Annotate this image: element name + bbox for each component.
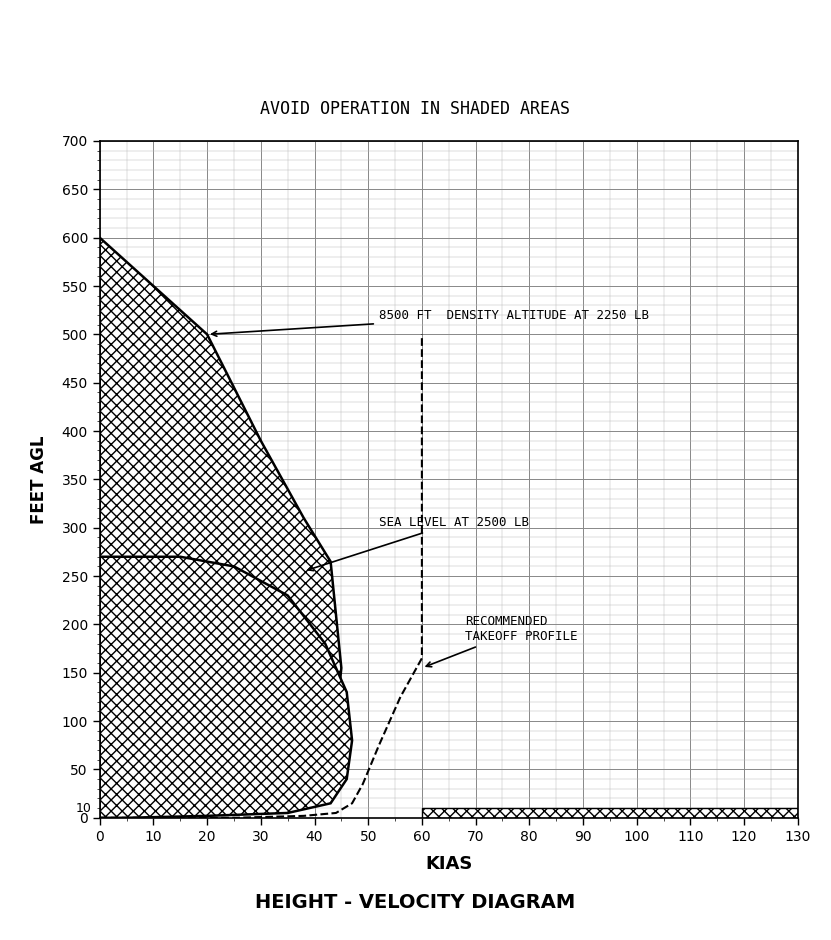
Text: 8500 FT  DENSITY ALTITUDE AT 2250 LB: 8500 FT DENSITY ALTITUDE AT 2250 LB <box>212 308 649 337</box>
Text: RECOMMENDED
TAKEOFF PROFILE: RECOMMENDED TAKEOFF PROFILE <box>426 616 578 666</box>
X-axis label: KIAS: KIAS <box>425 854 473 872</box>
Y-axis label: FEET AGL: FEET AGL <box>30 435 47 524</box>
Polygon shape <box>422 808 798 818</box>
Polygon shape <box>100 556 352 818</box>
Polygon shape <box>100 238 342 818</box>
Text: SEA LEVEL AT 2500 LB: SEA LEVEL AT 2500 LB <box>308 516 529 571</box>
Text: AVOID OPERATION IN SHADED AREAS: AVOID OPERATION IN SHADED AREAS <box>260 100 571 118</box>
Text: HEIGHT - VELOCITY DIAGRAM: HEIGHT - VELOCITY DIAGRAM <box>255 893 576 912</box>
Text: 10: 10 <box>76 802 91 815</box>
